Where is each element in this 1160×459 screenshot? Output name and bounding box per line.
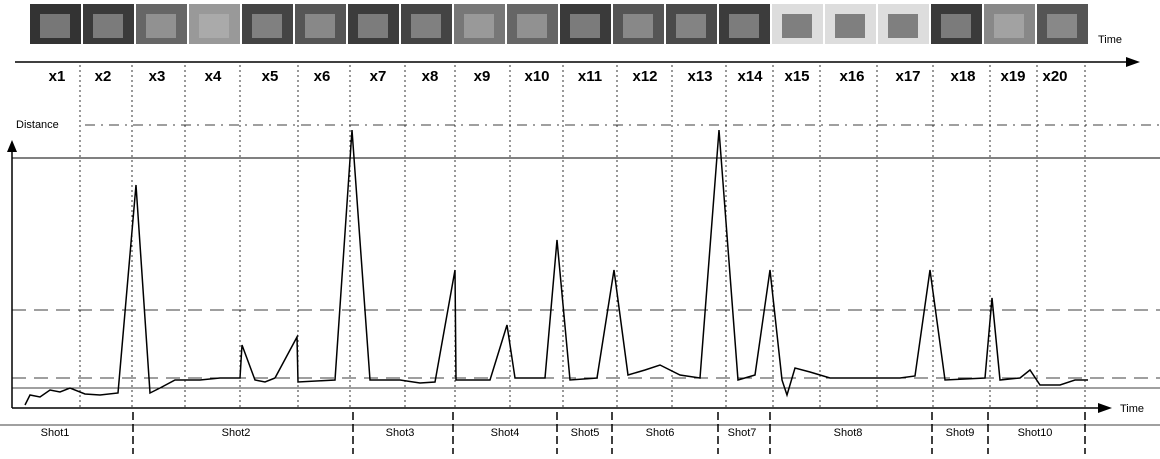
shot-label: Shot8 [834, 427, 863, 439]
frame-label: x7 [370, 68, 387, 85]
frame-label: x6 [314, 68, 331, 85]
thumbnail-detail [93, 14, 123, 38]
frame-label: x2 [95, 68, 112, 85]
thumbnail-detail [40, 14, 70, 38]
thumbnail-detail [782, 14, 812, 38]
arrow-head [1098, 403, 1112, 413]
frame-label: x14 [737, 68, 763, 85]
frame-label: x3 [149, 68, 166, 85]
frame-label: x16 [839, 68, 864, 85]
frame-label: x1 [49, 68, 66, 85]
thumbnail-detail [941, 14, 971, 38]
frame-label: x13 [687, 68, 712, 85]
thumbnail-detail [305, 14, 335, 38]
frame-label: x10 [524, 68, 549, 85]
arrow-head [1126, 57, 1140, 67]
frame-label: x4 [205, 68, 222, 85]
thumbnail-detail [199, 14, 229, 38]
figure: Time x1x2x3x4x5x6x7x8x9x10x11x12x13x14x1… [0, 0, 1160, 454]
thumbnail-detail [570, 14, 600, 38]
thumbnail-detail [358, 14, 388, 38]
thumbnail-detail [1047, 14, 1077, 38]
thumbnail-detail [835, 14, 865, 38]
shot-label: Shot3 [386, 427, 415, 439]
shot-label: Shot2 [222, 427, 251, 439]
y-axis-label: Distance [16, 119, 59, 131]
frame-label: x9 [474, 68, 491, 85]
shot-labels: Shot1 Shot2 Shot3 Shot4 Shot5 Shot6 Shot7 Shot8… [41, 412, 1085, 454]
shot-label: Shot10 [1018, 427, 1053, 439]
frame-label: x11 [578, 68, 602, 85]
frame-label: x5 [262, 68, 279, 85]
thumbnail-detail [729, 14, 759, 38]
arrow-head [7, 140, 17, 152]
frame-labels: x1 x2 x3 x4 x5 x6 x7 x8 x9 x10 x11 x12 x13 x14 x15 x16 x… [49, 68, 1068, 85]
thumbnail-detail [994, 14, 1024, 38]
thumbnail-detail [411, 14, 441, 38]
shot-label: Shot7 [728, 427, 757, 439]
shot-label: Shot9 [946, 427, 975, 439]
frame-label: x8 [422, 68, 439, 85]
thumbnail-detail [517, 14, 547, 38]
thumbnail-detail [888, 14, 918, 38]
frame-label: x17 [895, 68, 920, 85]
frame-label: x20 [1042, 68, 1067, 85]
shot-label: Shot1 [41, 427, 70, 439]
frame-label: x19 [1000, 68, 1025, 85]
thumbnail-detail [623, 14, 653, 38]
frame-dividers [80, 65, 1085, 408]
bottom-time-label: Time [1120, 403, 1144, 415]
thumbnail-strip [30, 4, 1088, 44]
shot-label: Shot4 [491, 427, 520, 439]
thumbnail-detail [676, 14, 706, 38]
frame-label: x12 [632, 68, 657, 85]
thumbnail-detail [146, 14, 176, 38]
shot-label: Shot6 [646, 427, 675, 439]
frame-label: x18 [950, 68, 975, 85]
distance-curve [25, 130, 1088, 405]
top-time-label: Time [1098, 34, 1122, 46]
shot-label: Shot5 [571, 427, 600, 439]
thumbnail-detail [252, 14, 282, 38]
thumbnail-detail [464, 14, 494, 38]
frame-label: x15 [784, 68, 809, 85]
